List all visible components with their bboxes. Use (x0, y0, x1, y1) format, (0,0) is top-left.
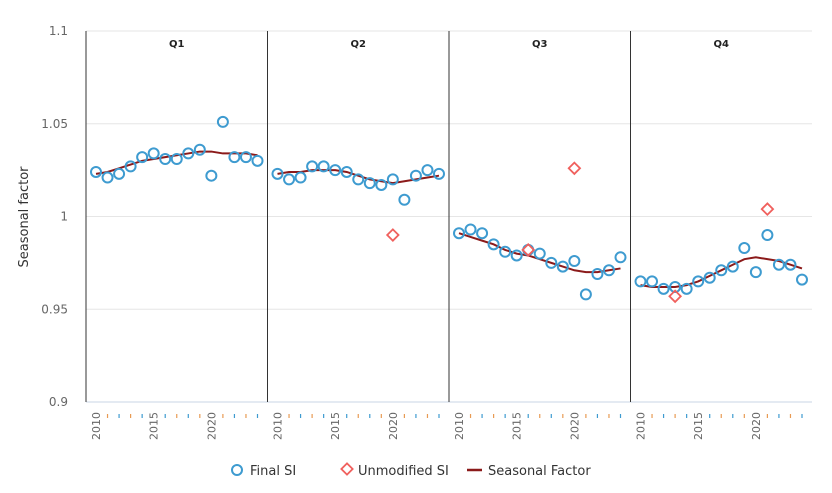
x-tick-label: 2020 (205, 412, 218, 440)
x-tick-label: 2015 (511, 412, 524, 440)
final-si-point (421, 164, 434, 177)
final-si-point (216, 115, 229, 128)
panel-title: Q4 (714, 39, 730, 50)
panel-title: Q3 (532, 39, 548, 50)
final-si-point (646, 275, 659, 288)
final-si-point (433, 167, 445, 180)
final-si-point (614, 251, 627, 264)
final-si-point (294, 171, 307, 184)
final-si-point (228, 151, 241, 164)
final-si-point (124, 160, 137, 173)
final-si-point (352, 173, 365, 186)
final-si-point (464, 223, 477, 236)
final-si-point (657, 282, 670, 295)
y-tick-label: 1.1 (49, 24, 68, 38)
final-si-point (271, 167, 284, 180)
final-si-point (749, 266, 762, 279)
final-si-point (283, 173, 296, 186)
unmodified-si-point (668, 289, 683, 304)
final-si-point (90, 165, 102, 178)
final-si-point (591, 268, 604, 281)
final-si-point (715, 264, 728, 277)
y-tick-label: 0.95 (41, 302, 68, 316)
final-si-point (386, 173, 399, 186)
unmodified-si-point (567, 161, 582, 176)
final-si-point (634, 275, 647, 288)
x-tick-label: 2020 (750, 412, 763, 440)
unmodified-si-point (760, 202, 775, 217)
final-si-point (772, 258, 785, 271)
unmodified-si-point (521, 242, 536, 257)
final-si-point (499, 245, 512, 258)
final-si-point (205, 169, 218, 182)
final-si-point (796, 273, 808, 286)
final-si-point (193, 143, 206, 156)
x-tick-label: 2015 (692, 412, 705, 440)
seasonal-factor-line (640, 256, 803, 288)
final-si-point (784, 258, 797, 271)
final-si-point (669, 280, 682, 293)
final-si-point (579, 288, 592, 301)
final-si-point (761, 229, 774, 242)
legend-unmodified-si-marker (340, 462, 354, 476)
unmodified-si-point (385, 228, 400, 242)
y-axis-label: Seasonal factor (17, 166, 32, 268)
legend-final-si[interactable]: Final SI (250, 464, 296, 479)
panel-title: Q1 (169, 39, 185, 50)
final-si-point (159, 152, 172, 165)
final-si-point (556, 260, 569, 273)
final-si-point (703, 271, 716, 284)
final-si-point (476, 227, 489, 240)
final-si-point (340, 165, 353, 178)
final-si-point (692, 275, 705, 288)
panel-q4: Q4 2010 2015 2020 (630, 31, 808, 440)
final-si-point (317, 160, 330, 173)
x-tick-label: 2010 (90, 412, 103, 440)
final-si-point (251, 154, 264, 167)
final-si-point (101, 171, 114, 184)
panel-q1: Q1 2010 2015 2020 (85, 31, 264, 440)
final-si-point (147, 147, 160, 160)
final-si-point (602, 264, 615, 277)
final-si-point (409, 169, 422, 182)
final-si-point (453, 227, 465, 240)
final-si-point (182, 147, 195, 160)
x-tick-label: 2015 (148, 412, 161, 440)
x-tick-label: 2010 (453, 412, 466, 440)
panel-q3: Q3 2010 2015 2020 (448, 31, 627, 440)
final-si-point (398, 193, 411, 206)
y-tick-label: 1 (60, 210, 68, 224)
legend-seasonal-factor[interactable]: Seasonal Factor (488, 464, 591, 479)
legend-final-si-marker (231, 464, 243, 476)
legend-unmodified-si[interactable]: Unmodified SI (358, 464, 449, 479)
x-tick-label: 2020 (387, 412, 400, 440)
final-si-point (726, 260, 739, 273)
x-tick-label: 2015 (329, 412, 342, 440)
final-si-point (568, 255, 581, 268)
final-si-point (170, 152, 183, 165)
x-tick-label: 2020 (568, 412, 581, 440)
x-tick-label: 2010 (272, 412, 285, 440)
final-si-point (113, 167, 126, 180)
final-si-point (306, 160, 319, 173)
final-si-point (738, 242, 751, 255)
final-si-point (545, 256, 558, 269)
final-si-point (363, 177, 376, 190)
final-si-point (522, 243, 535, 256)
final-si-point (329, 164, 342, 177)
final-si-point (136, 151, 149, 164)
final-si-point (533, 247, 546, 260)
final-si-point (680, 282, 693, 295)
panel-q2: Q2 2010 2015 2020 (267, 31, 445, 440)
final-si-point (239, 151, 252, 164)
x-tick-label: 2010 (635, 412, 648, 440)
legend: Final SI Unmodified SI Seasonal Factor (231, 462, 591, 479)
panel-title: Q2 (351, 39, 367, 50)
final-si-point (375, 178, 388, 191)
final-si-point (487, 238, 500, 251)
y-tick-label: 0.9 (49, 395, 68, 409)
final-si-point (510, 249, 523, 262)
y-tick-label: 1.05 (41, 117, 68, 131)
